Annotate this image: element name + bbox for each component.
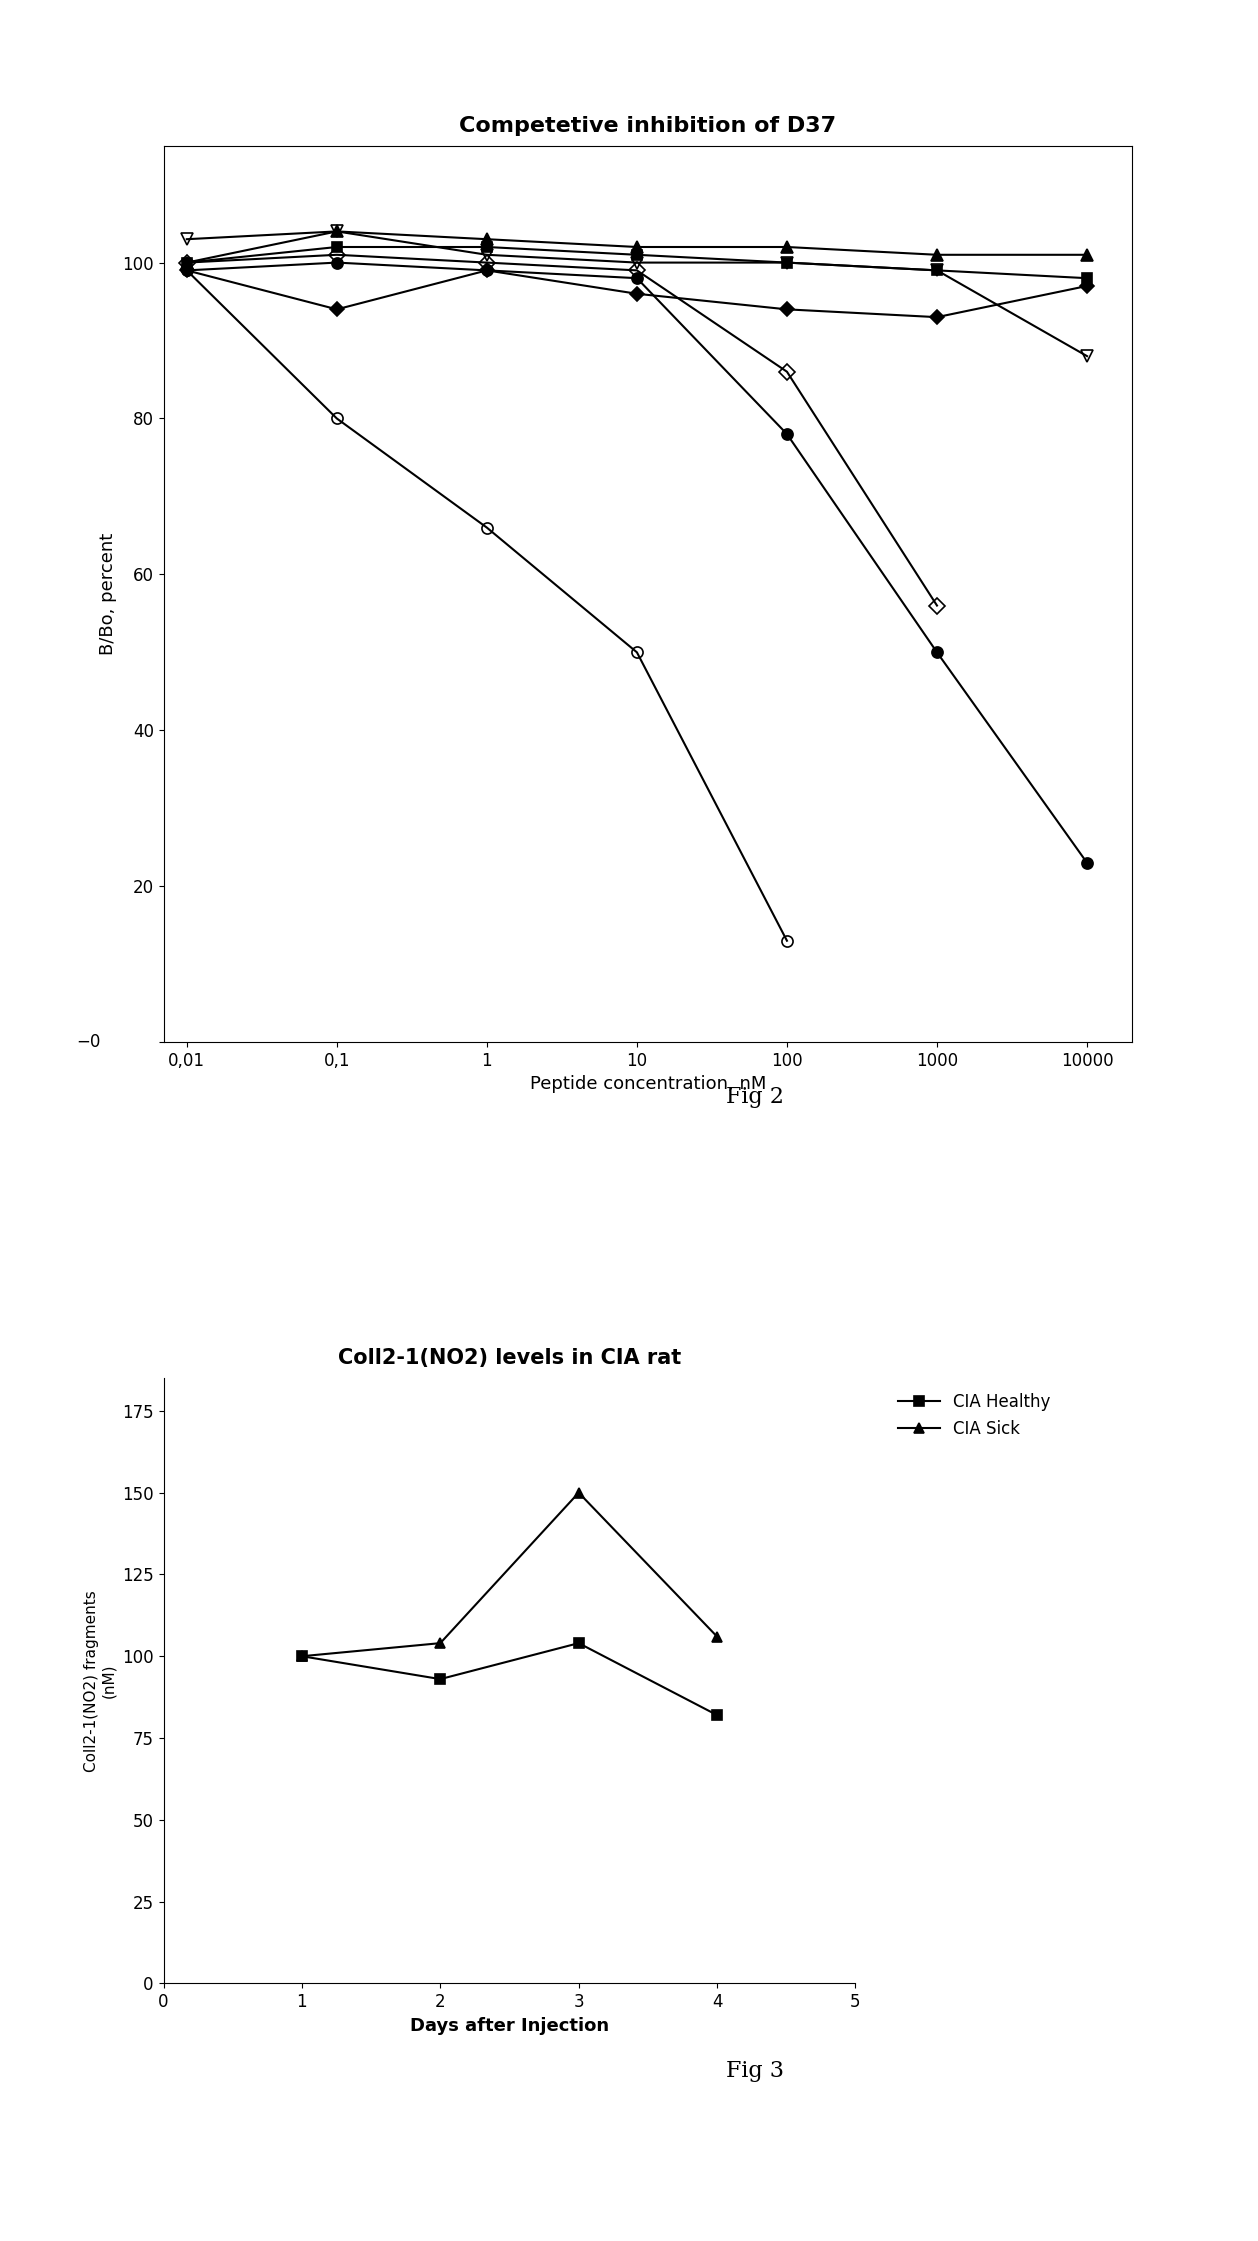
X-axis label: Peptide concentration, nM: Peptide concentration, nM	[530, 1076, 766, 1094]
Text: −0: −0	[77, 1033, 101, 1051]
CIA Healthy	[571, 1629, 586, 1656]
Line: CIA Healthy: CIA Healthy	[297, 1638, 722, 1719]
CIA Sick	[710, 1622, 725, 1649]
CIA Sick	[294, 1643, 309, 1670]
CIA Healthy	[294, 1643, 309, 1670]
CIA Healthy	[710, 1701, 725, 1728]
Y-axis label: B/Bo, percent: B/Bo, percent	[98, 533, 117, 654]
Title: Competetive inhibition of D37: Competetive inhibition of D37	[459, 117, 837, 137]
Title: Coll2-1(NO2) levels in CIA rat: Coll2-1(NO2) levels in CIA rat	[338, 1349, 681, 1369]
CIA Healthy	[433, 1665, 448, 1692]
Text: Fig 3: Fig 3	[726, 2059, 784, 2082]
CIA Sick	[571, 1479, 586, 1506]
X-axis label: Days after Injection: Days after Injection	[410, 2017, 609, 2035]
Y-axis label: Coll2-1(NO2) fragments
(nM): Coll2-1(NO2) fragments (nM)	[84, 1589, 117, 1773]
CIA Sick	[433, 1629, 448, 1656]
Line: CIA Sick: CIA Sick	[297, 1488, 722, 1661]
Text: Fig 2: Fig 2	[726, 1085, 784, 1107]
Legend: CIA Healthy, CIA Sick: CIA Healthy, CIA Sick	[892, 1387, 1057, 1443]
